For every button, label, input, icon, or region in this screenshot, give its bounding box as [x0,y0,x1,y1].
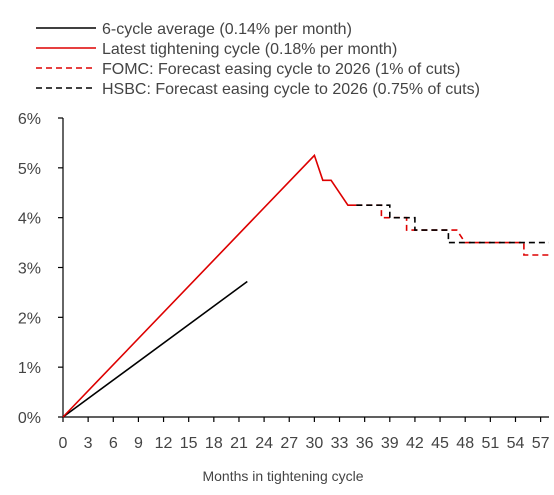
x-tick-label: 57 [532,435,550,452]
y-tick-label: 6% [18,111,41,128]
series-line-1 [62,280,248,418]
x-tick-label: 27 [280,435,298,452]
x-tick-label: 15 [180,435,198,452]
legend-label-3: FOMC: Forecast easing cycle to 2026 (1% … [102,61,460,78]
legend: 6-cycle average (0.14% per month) Latest … [36,21,480,98]
y-tick-label: 0% [18,410,41,427]
x-tick-label: 12 [155,435,173,452]
x-tick-label: 30 [305,435,323,452]
y-tick-label: 2% [18,310,41,327]
series-line-4 [356,204,549,244]
y-tick-label: 4% [18,211,41,228]
x-tick-label: 6 [109,435,118,452]
series-line-3 [356,204,549,256]
x-tick-label: 33 [331,435,349,452]
x-tick-label: 3 [84,435,93,452]
series-line-2 [62,153,357,418]
x-tick-label: 51 [481,435,499,452]
x-tick-label: 48 [456,435,474,452]
legend-label-2: Latest tightening cycle (0.18% per month… [102,41,397,58]
y-tick-label: 3% [18,261,41,278]
y-tick-label: 5% [18,161,41,178]
x-tick-label: 36 [356,435,374,452]
x-tick-label: 45 [431,435,449,452]
x-tick-label: 0 [59,435,68,452]
x-tick-label: 9 [134,435,143,452]
x-tick-label: 21 [230,435,248,452]
x-tick-label: 54 [507,435,525,452]
x-axis-title: Months in tightening cycle [202,468,363,484]
x-tick-label: 18 [205,435,223,452]
legend-label-1: 6-cycle average (0.14% per month) [102,21,352,38]
x-tick-label: 39 [381,435,399,452]
x-tick-label: 42 [406,435,424,452]
plot-area [62,153,549,418]
x-tick-label: 24 [255,435,273,452]
y-tick-label: 1% [18,360,41,377]
axes: 0%1%2%3%4%5%6%0 3 6 9 12 15 18 21 24 27 30 33 36 39 42… [18,111,550,452]
legend-label-4: HSBC: Forecast easing cycle to 2026 (0.7… [102,81,480,98]
